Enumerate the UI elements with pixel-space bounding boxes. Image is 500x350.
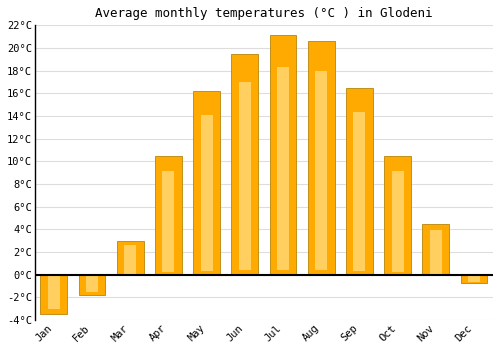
Bar	[270, 35, 296, 275]
Bar	[384, 156, 411, 275]
Bar	[315, 71, 327, 270]
Bar	[430, 230, 442, 274]
Bar	[40, 275, 67, 314]
Bar	[124, 245, 136, 274]
Bar	[239, 82, 251, 270]
Bar	[117, 240, 143, 275]
Bar	[346, 88, 372, 275]
Bar	[392, 171, 404, 272]
Bar	[277, 66, 289, 270]
Bar	[308, 41, 334, 275]
Bar	[232, 54, 258, 275]
Bar	[422, 224, 449, 275]
Bar	[155, 156, 182, 275]
Bar	[460, 275, 487, 282]
Bar	[193, 91, 220, 275]
Bar	[200, 115, 212, 271]
Bar	[468, 275, 480, 281]
Bar	[48, 275, 60, 309]
Bar	[86, 275, 98, 292]
Title: Average monthly temperatures (°C ) in Glodeni: Average monthly temperatures (°C ) in Gl…	[95, 7, 432, 20]
Bar	[354, 112, 366, 271]
Bar	[162, 171, 174, 272]
Bar	[78, 275, 106, 295]
